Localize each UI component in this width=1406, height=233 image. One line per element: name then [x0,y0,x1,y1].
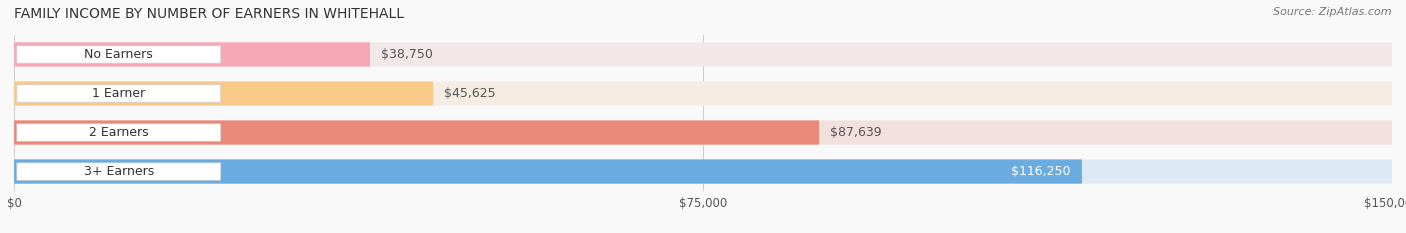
Text: $116,250: $116,250 [1011,165,1071,178]
Text: $45,625: $45,625 [444,87,496,100]
FancyBboxPatch shape [14,81,433,106]
Text: $38,750: $38,750 [381,48,433,61]
FancyBboxPatch shape [14,42,370,67]
Text: FAMILY INCOME BY NUMBER OF EARNERS IN WHITEHALL: FAMILY INCOME BY NUMBER OF EARNERS IN WH… [14,7,404,21]
Text: Source: ZipAtlas.com: Source: ZipAtlas.com [1274,7,1392,17]
Text: No Earners: No Earners [84,48,153,61]
Text: 2 Earners: 2 Earners [89,126,149,139]
Text: 1 Earner: 1 Earner [93,87,145,100]
FancyBboxPatch shape [14,42,1392,67]
FancyBboxPatch shape [14,120,820,145]
FancyBboxPatch shape [17,46,221,63]
FancyBboxPatch shape [14,159,1083,184]
Text: 3+ Earners: 3+ Earners [83,165,153,178]
FancyBboxPatch shape [17,85,221,102]
Text: $87,639: $87,639 [830,126,882,139]
FancyBboxPatch shape [17,163,221,180]
FancyBboxPatch shape [14,120,1392,145]
FancyBboxPatch shape [17,124,221,141]
FancyBboxPatch shape [14,81,1392,106]
FancyBboxPatch shape [14,159,1392,184]
